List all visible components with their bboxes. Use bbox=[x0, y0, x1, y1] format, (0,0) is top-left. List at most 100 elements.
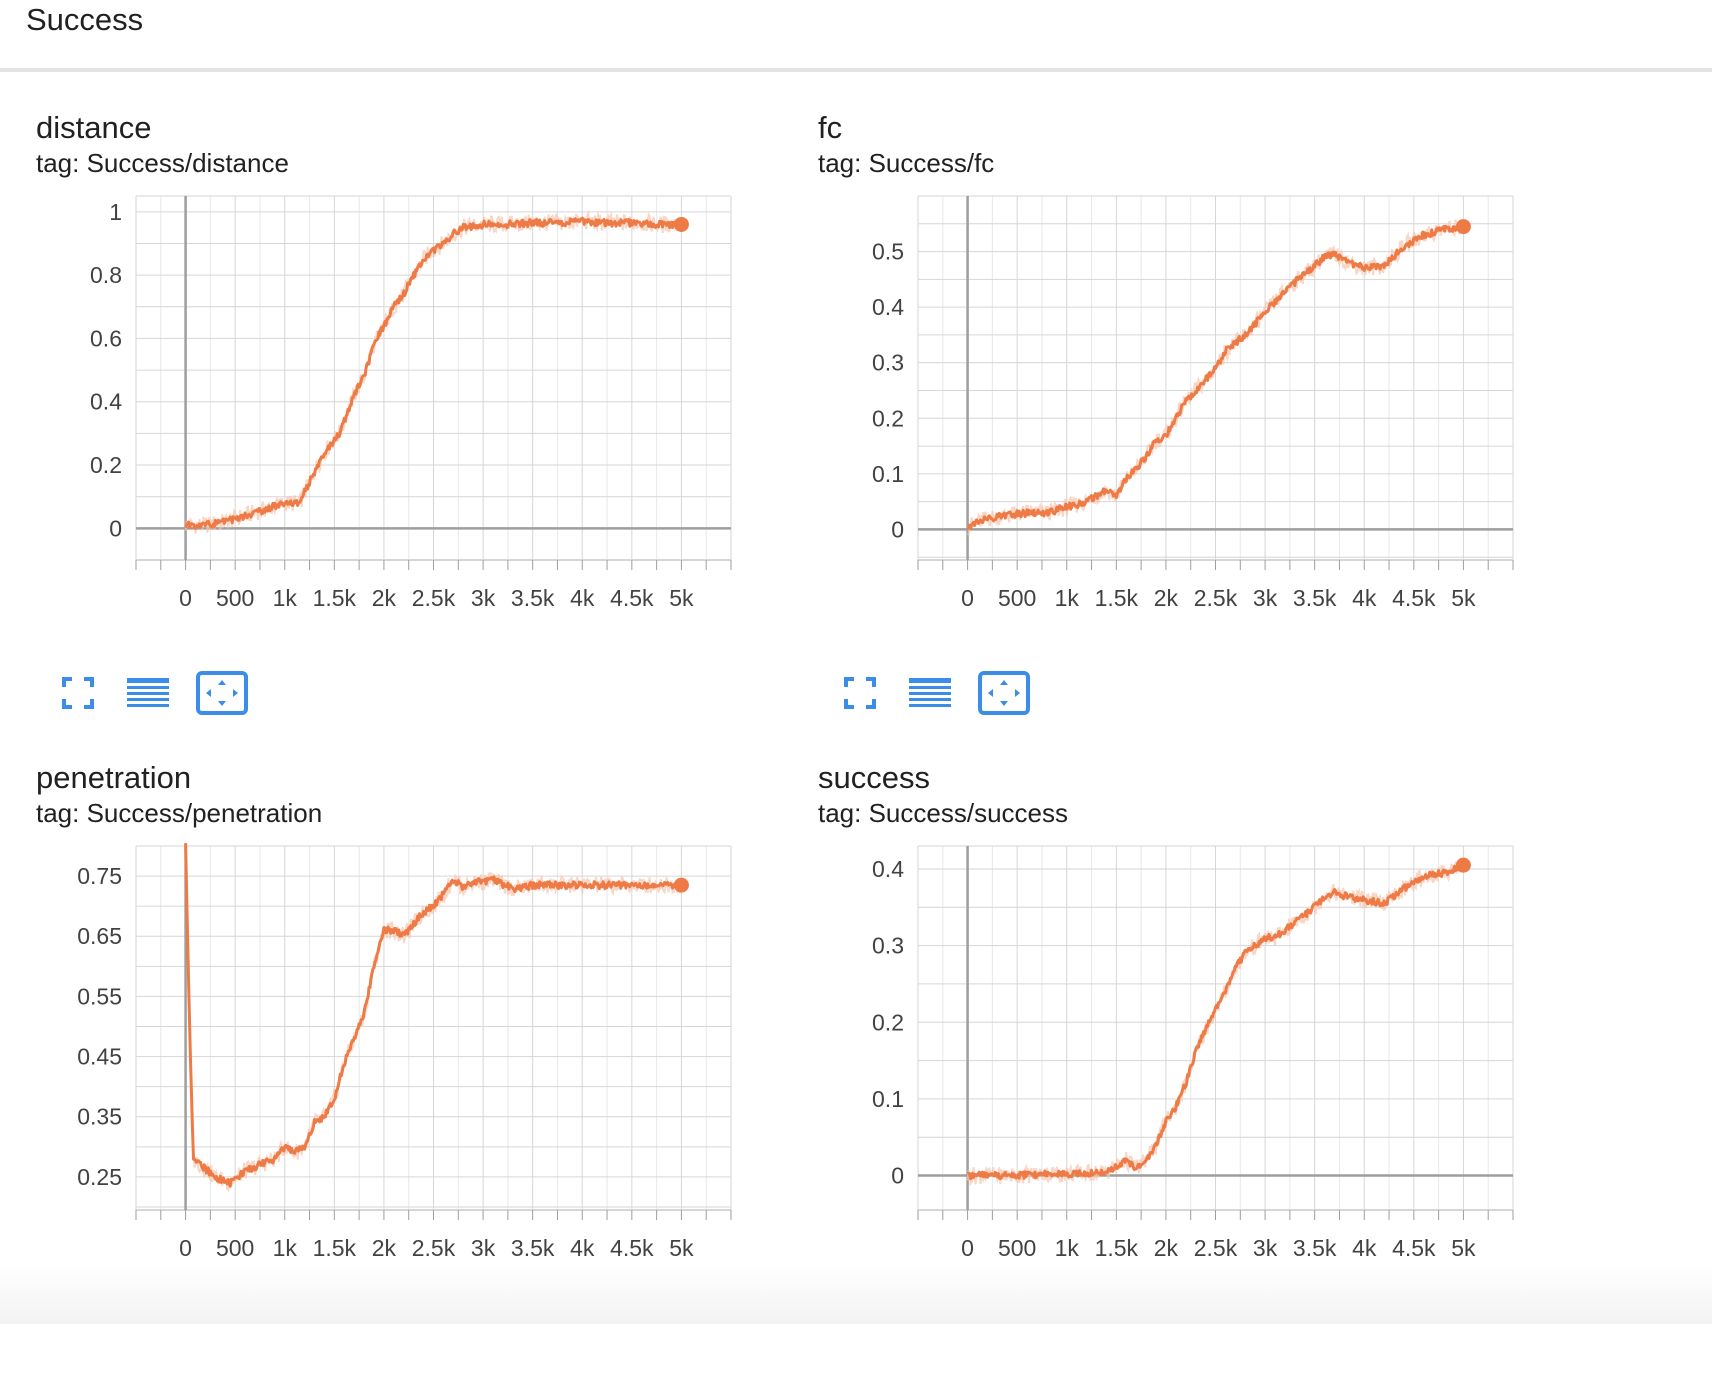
x-tick-label: 5k bbox=[1451, 585, 1476, 611]
x-tick-label: 3.5k bbox=[1293, 1235, 1337, 1261]
x-tick-label: 2.5k bbox=[1194, 1235, 1238, 1261]
x-tick-label: 2.5k bbox=[1194, 585, 1238, 611]
data-table-icon bbox=[127, 678, 169, 707]
x-tick-label: 0 bbox=[179, 1235, 192, 1261]
y-tick-label: 0 bbox=[891, 516, 904, 542]
x-tick-label: 3.5k bbox=[1293, 585, 1337, 611]
chart-plot: 0 500 1k 1.5k 2k 2.5k 3k 3.5k 4k 4.5k 5k 0.25 0.35 0.… bbox=[77, 843, 732, 1261]
x-tick-label: 3k bbox=[1253, 1235, 1278, 1261]
x-tick-label: 4k bbox=[1352, 1235, 1377, 1261]
y-tick-label: 0.6 bbox=[90, 325, 122, 351]
x-tick-label: 1.5k bbox=[313, 1235, 357, 1261]
y-tick-label: 0.5 bbox=[872, 239, 904, 265]
fit-domain-icon bbox=[196, 671, 248, 715]
x-tick-label: 2.5k bbox=[412, 1235, 456, 1261]
chart-card-penetration: penetration tag: Success/penetration 0 50… bbox=[36, 760, 836, 1400]
x-tick-label: 5k bbox=[1451, 1235, 1476, 1261]
x-tick-label: 4k bbox=[570, 585, 595, 611]
chart-tag: tag: Success/distance bbox=[36, 148, 289, 178]
x-tick-label: 500 bbox=[998, 1235, 1036, 1261]
chart-title: penetration bbox=[36, 760, 192, 795]
x-tick-label: 3k bbox=[471, 585, 496, 611]
x-tick-label: 1k bbox=[1055, 585, 1080, 611]
x-tick-label: 1k bbox=[273, 1235, 298, 1261]
section-title: Success bbox=[26, 2, 144, 37]
x-tick-label: 3k bbox=[1253, 585, 1278, 611]
series-last-point bbox=[1455, 857, 1471, 873]
y-tick-label: 0.4 bbox=[872, 294, 904, 320]
chart-card-distance: distance tag: Success/distance 0 500 1k 1.5… bbox=[36, 110, 836, 750]
chart-tag: tag: Success/penetration bbox=[36, 798, 323, 828]
chart-plot: 0 500 1k 1.5k 2k 2.5k 3k 3.5k 4k 4.5k 5k 0 0.2 0.4 0.6… bbox=[90, 195, 732, 611]
x-tick-label: 4.5k bbox=[610, 1235, 654, 1261]
x-tick-label: 3.5k bbox=[511, 1235, 555, 1261]
x-tick-label: 1k bbox=[273, 585, 298, 611]
x-tick-label: 2k bbox=[1154, 1235, 1179, 1261]
x-tick-label: 1.5k bbox=[1095, 1235, 1139, 1261]
chart-card-success: success tag: Success/success 0 500 1k 1.5k 2… bbox=[818, 760, 1618, 1400]
x-tick-label: 5k bbox=[669, 1235, 694, 1261]
fit-domain-button[interactable] bbox=[196, 670, 248, 716]
y-tick-label: 1 bbox=[109, 199, 122, 225]
x-tick-label: 4.5k bbox=[1392, 585, 1436, 611]
y-tick-label: 0.3 bbox=[872, 350, 904, 376]
x-tick-label: 4.5k bbox=[1392, 1235, 1436, 1261]
series-smoothed-line bbox=[184, 843, 683, 1188]
series-smoothed-line bbox=[966, 862, 1465, 1181]
x-tick-label: 1.5k bbox=[1095, 585, 1139, 611]
x-tick-label: 3k bbox=[471, 1235, 496, 1261]
x-tick-label: 3.5k bbox=[511, 585, 555, 611]
x-tick-label: 4k bbox=[1352, 585, 1377, 611]
y-tick-label: 0.25 bbox=[77, 1164, 122, 1190]
y-tick-label: 0.65 bbox=[77, 923, 122, 949]
x-tick-label: 2.5k bbox=[412, 585, 456, 611]
y-tick-label: 0.3 bbox=[872, 933, 904, 959]
chart-tag: tag: Success/fc bbox=[818, 148, 995, 178]
chart-title: fc bbox=[818, 110, 843, 145]
x-tick-label: 0 bbox=[961, 1235, 974, 1261]
chart-tag: tag: Success/success bbox=[818, 798, 1068, 828]
y-tick-label: 0.35 bbox=[77, 1104, 122, 1130]
chart-title: success bbox=[818, 760, 930, 795]
y-tick-label: 0.2 bbox=[872, 1009, 904, 1035]
data-table-button[interactable] bbox=[904, 670, 956, 716]
x-tick-label: 2k bbox=[372, 1235, 397, 1261]
x-tick-label: 0 bbox=[179, 585, 192, 611]
fullscreen-button[interactable] bbox=[52, 670, 104, 716]
x-tick-label: 4k bbox=[570, 1235, 595, 1261]
y-tick-label: 0.75 bbox=[77, 863, 122, 889]
y-tick-label: 0.4 bbox=[90, 389, 122, 415]
y-tick-label: 0.2 bbox=[872, 405, 904, 431]
series-last-point bbox=[673, 216, 689, 232]
y-tick-label: 0.45 bbox=[77, 1044, 122, 1070]
y-tick-label: 0 bbox=[109, 515, 122, 541]
fullscreen-icon bbox=[62, 677, 94, 709]
y-tick-label: 0.1 bbox=[872, 1086, 904, 1112]
chart-plot: 0 500 1k 1.5k 2k 2.5k 3k 3.5k 4k 4.5k 5k 0 0.1 0.2 0.3… bbox=[872, 195, 1514, 611]
x-tick-label: 4.5k bbox=[610, 585, 654, 611]
series-smoothed-line bbox=[184, 216, 683, 530]
x-tick-label: 5k bbox=[669, 585, 694, 611]
fullscreen-button[interactable] bbox=[834, 670, 886, 716]
fit-domain-icon bbox=[978, 671, 1030, 715]
fullscreen-icon bbox=[844, 677, 876, 709]
chart-card-fc: fc tag: Success/fc 0 500 1k 1.5k 2k 2.5k 3k 3.5… bbox=[818, 110, 1618, 750]
x-tick-label: 500 bbox=[216, 1235, 254, 1261]
y-tick-label: 0.55 bbox=[77, 983, 122, 1009]
x-tick-label: 2k bbox=[372, 585, 397, 611]
x-tick-label: 1k bbox=[1055, 1235, 1080, 1261]
data-table-button[interactable] bbox=[122, 670, 174, 716]
chart-plot: 0 500 1k 1.5k 2k 2.5k 3k 3.5k 4k 4.5k 5k 0 0.1 0.2 0.3… bbox=[872, 845, 1514, 1261]
y-tick-label: 0 bbox=[891, 1163, 904, 1189]
fit-domain-button[interactable] bbox=[978, 670, 1030, 716]
y-tick-label: 0.4 bbox=[872, 856, 904, 882]
series-last-point bbox=[1455, 219, 1471, 235]
y-tick-label: 0.2 bbox=[90, 452, 122, 478]
y-tick-label: 0.1 bbox=[872, 461, 904, 487]
x-tick-label: 500 bbox=[998, 585, 1036, 611]
x-tick-label: 1.5k bbox=[313, 585, 357, 611]
series-last-point bbox=[673, 877, 689, 893]
x-tick-label: 2k bbox=[1154, 585, 1179, 611]
section-header: Success bbox=[0, 0, 1712, 72]
series-smoothed-line bbox=[967, 223, 1465, 530]
